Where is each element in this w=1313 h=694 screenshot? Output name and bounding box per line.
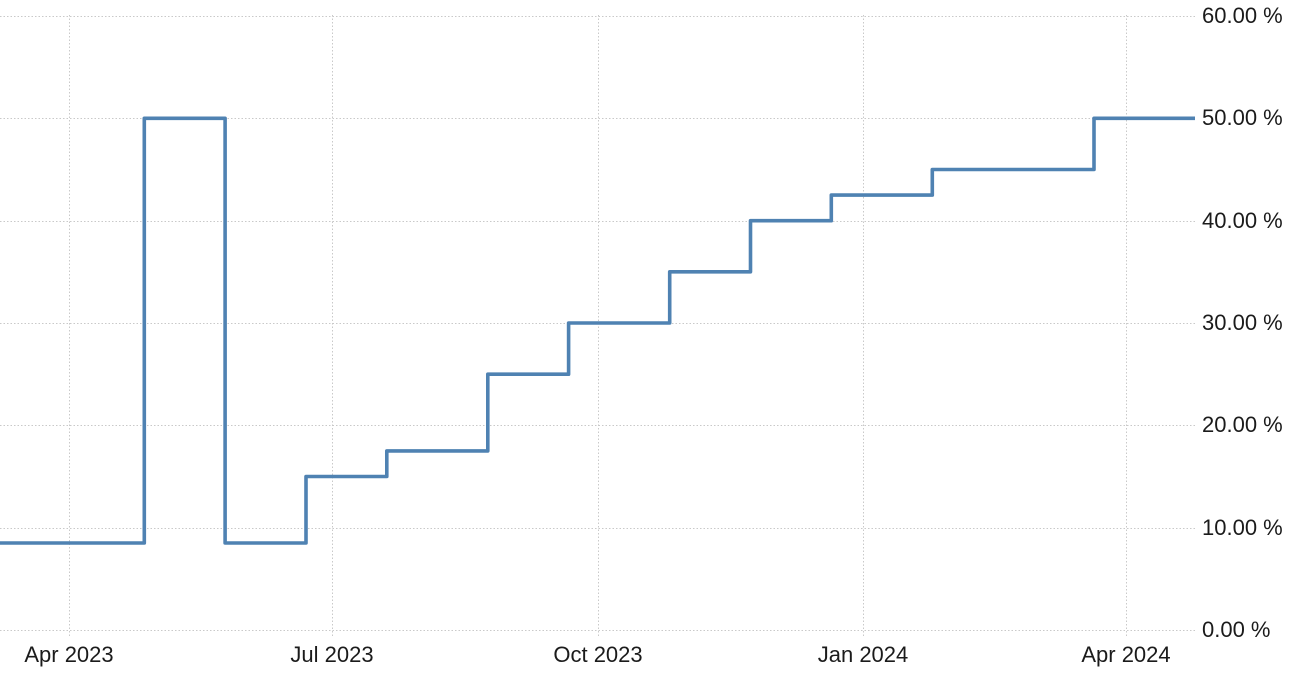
y-axis-tick-label: 50.00 % <box>1202 105 1283 130</box>
x-axis-tick-label: Apr 2024 <box>1081 642 1171 667</box>
y-axis-tick-label: 30.00 % <box>1202 310 1283 335</box>
y-axis-tick-label: 0.00 % <box>1202 617 1271 642</box>
y-axis-tick-label: 20.00 % <box>1202 412 1283 437</box>
y-axis-tick-label: 10.00 % <box>1202 515 1283 540</box>
x-axis-tick-label: Apr 2023 <box>24 642 114 667</box>
y-axis-tick-label: 60.00 % <box>1202 3 1283 28</box>
x-axis-tick-label: Jan 2024 <box>817 642 909 667</box>
x-axis-tick-label: Oct 2023 <box>553 642 643 667</box>
series-step-line <box>0 116 1195 545</box>
x-axis-tick-label: Jul 2023 <box>290 642 374 667</box>
y-axis-tick-label: 40.00 % <box>1202 208 1283 233</box>
